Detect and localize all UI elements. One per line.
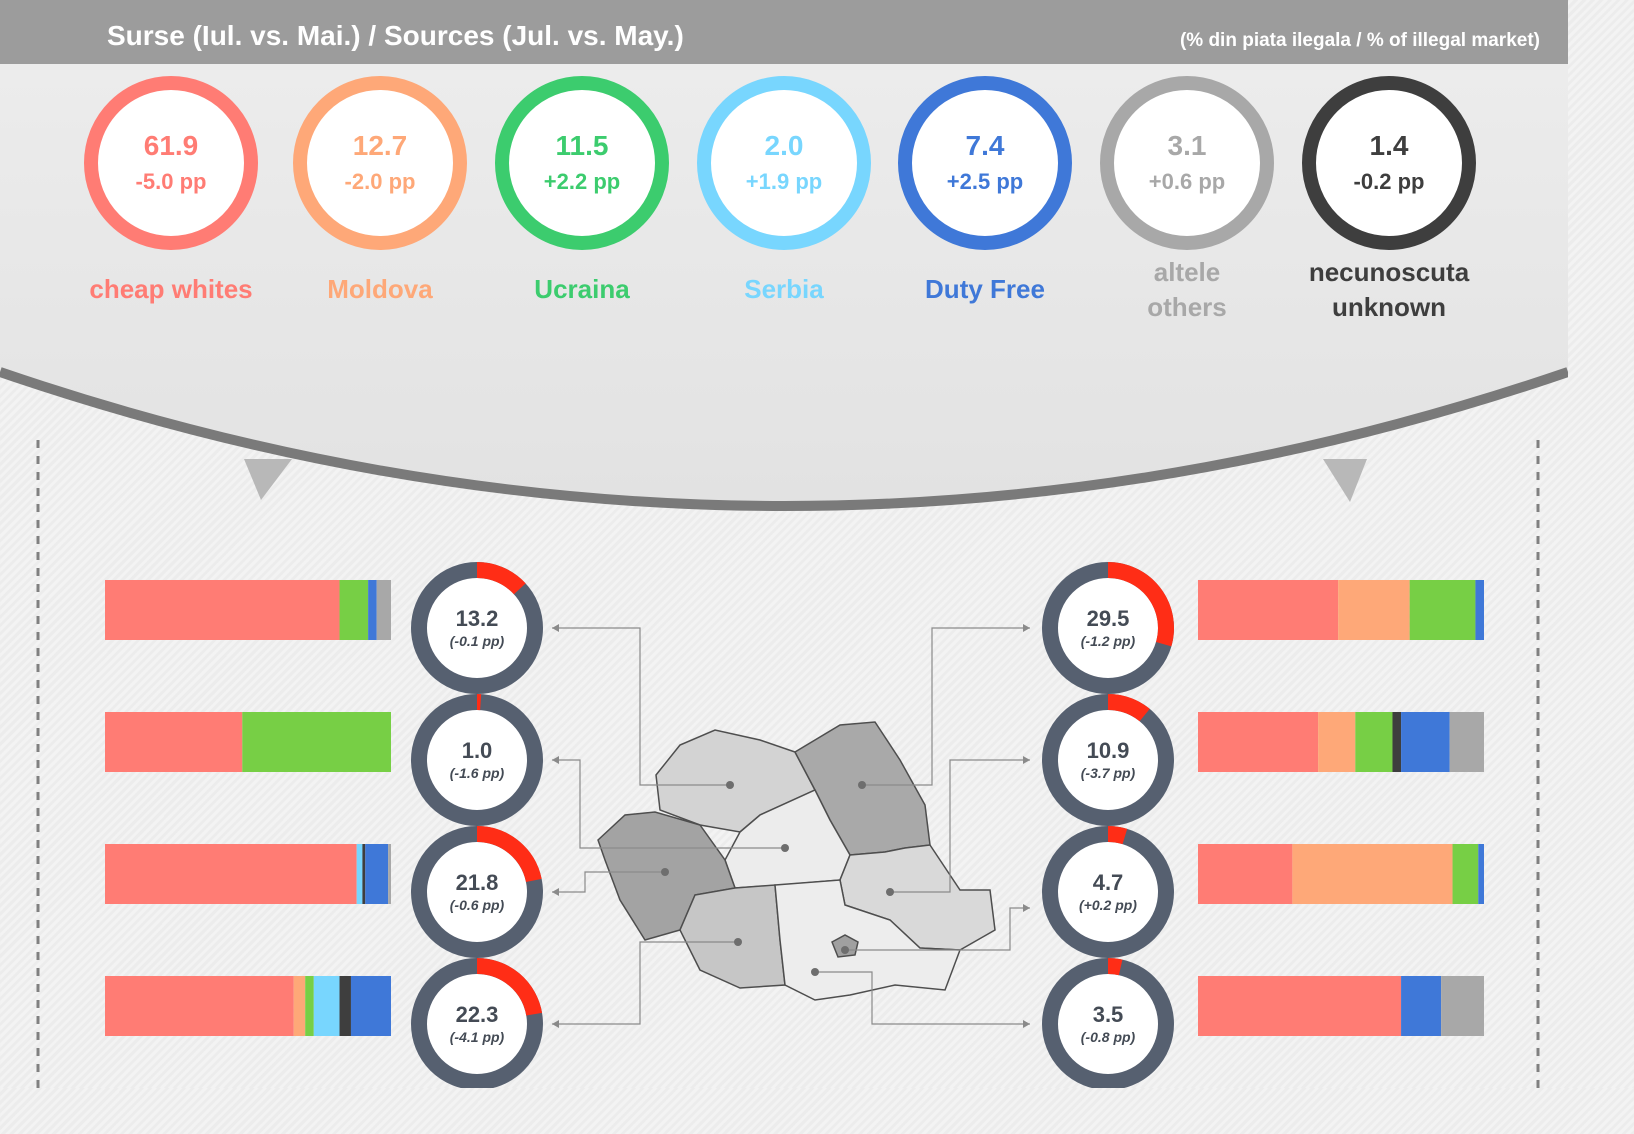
region-share-label: 22.3 [455,1002,499,1027]
bar-segment-ucraina [1452,844,1479,904]
source-value: 7.4 [965,130,1005,161]
bar-segment-moldova [293,976,306,1036]
region-change-label: (-0.8 pp) [1080,1029,1136,1045]
title-bar: Surse (Iul. vs. Mai.) / Sources (Jul. vs… [0,0,1568,64]
region-share-label: 21.8 [455,870,499,895]
donut-arc [476,958,543,1016]
bar-segment-duty-free [368,580,377,640]
region-share-label: 29.5 [1086,606,1130,631]
bar-segment-moldova [1318,712,1356,772]
bar-segment-serbia [356,844,363,904]
region-share-label: 13.2 [455,606,499,631]
bar-segment-cheap-whites [105,712,243,772]
source-value: 1.4 [1369,130,1409,161]
source-change: -0.2 pp [1353,169,1425,194]
bar-segment-moldova [1338,580,1410,640]
source-label: Moldova [327,274,433,304]
infographic: Surse (Iul. vs. Mai.) / Sources (Jul. vs… [0,0,1568,1088]
bar-segment-unknown [362,844,366,904]
source-change: -2.0 pp [344,169,416,194]
chart-title: Surse (Iul. vs. Mai.) / Sources (Jul. vs… [107,20,684,51]
left-pointer-triangle [244,459,292,500]
region-change-label: (-0.6 pp) [449,897,505,913]
bar-segment-cheap-whites [105,976,294,1036]
source-label-line: others [1147,292,1227,322]
bar-segment-others [1441,976,1484,1036]
source-value: 61.9 [143,130,199,161]
bar-segment-cheap-whites [1198,844,1293,904]
bar-segment-ucraina [1409,580,1476,640]
regional-charts [105,562,1484,1088]
bar-segment-cheap-whites [105,580,340,640]
source-label: Serbia [744,274,824,304]
bar-segment-duty-free [365,844,389,904]
source-change: +1.9 pp [745,169,823,194]
source-label: cheap whites [89,274,253,304]
map-region-south [774,879,962,1001]
top-panel-curve-shadow [0,367,1568,511]
donut-arc [1107,694,1150,722]
source-change: -5.0 pp [135,169,207,194]
donut-arc [1107,826,1128,845]
romania-map [552,624,1030,1028]
bar-segment-ucraina [242,712,391,772]
source-label-line: necunoscuta [1308,257,1470,287]
region-change-label: (-1.2 pp) [1080,633,1136,649]
bar-segment-ucraina [1355,712,1393,772]
bar-segment-moldova [1292,844,1453,904]
source-value: 2.0 [764,130,804,161]
bar-segment-ucraina [305,976,314,1036]
region-share-label: 10.9 [1086,738,1130,763]
bar-segment-duty-free [1401,712,1450,772]
bar-segment-unknown [339,976,351,1036]
bar-segment-unknown [1392,712,1402,772]
source-value: 11.5 [555,130,609,161]
source-label: altele others [1067,255,1307,325]
source-change: +2.5 pp [946,169,1024,194]
bar-segment-cheap-whites [105,844,357,904]
bar-segment-duty-free [1401,976,1442,1036]
source-label: necunoscuta unknown [1269,255,1509,325]
right-pointer-triangle [1323,459,1367,502]
chart-subtitle: (% din piata ilegala / % of illegal mark… [1179,30,1540,51]
bar-segment-serbia [313,976,340,1036]
bar-segment-duty-free [1478,844,1484,904]
region-change-label: (-1.6 pp) [449,765,505,781]
map-region-markers [661,781,894,976]
source-label: Ucraina [534,274,630,304]
source-label: Duty Free [925,274,1045,304]
region-share-label: 1.0 [461,738,493,763]
region-change-label: (+0.2 pp) [1079,897,1137,913]
source-change: +2.2 pp [543,169,621,194]
map-connector-arrowheads [552,624,1030,1028]
donut-arc [476,826,542,883]
bar-segment-duty-free [1475,580,1484,640]
region-share-label: 3.5 [1092,1002,1124,1027]
bar-segment-duty-free [350,976,391,1036]
source-value: 3.1 [1167,130,1207,161]
map-connector-lines [552,627,1030,1025]
region-change-label: (-0.1 pp) [449,633,505,649]
donut-arc [1107,562,1174,647]
source-label-line: unknown [1331,292,1447,322]
bar-segment-others [388,844,391,904]
bar-segment-cheap-whites [1198,976,1402,1036]
source-value: 12.7 [352,130,408,161]
bar-segment-others [376,580,391,640]
region-change-label: (-4.1 pp) [449,1029,505,1045]
bar-segment-cheap-whites [1198,712,1319,772]
donut-arc [1107,958,1123,976]
bar-segment-others [1449,712,1484,772]
region-share-label: 4.7 [1092,870,1124,895]
bar-segment-cheap-whites [1198,580,1339,640]
bar-segment-ucraina [339,580,369,640]
donut-arc [476,562,526,595]
source-label-line: altele [1153,257,1221,287]
source-change: +0.6 pp [1148,169,1226,194]
region-change-label: (-3.7 pp) [1080,765,1136,781]
